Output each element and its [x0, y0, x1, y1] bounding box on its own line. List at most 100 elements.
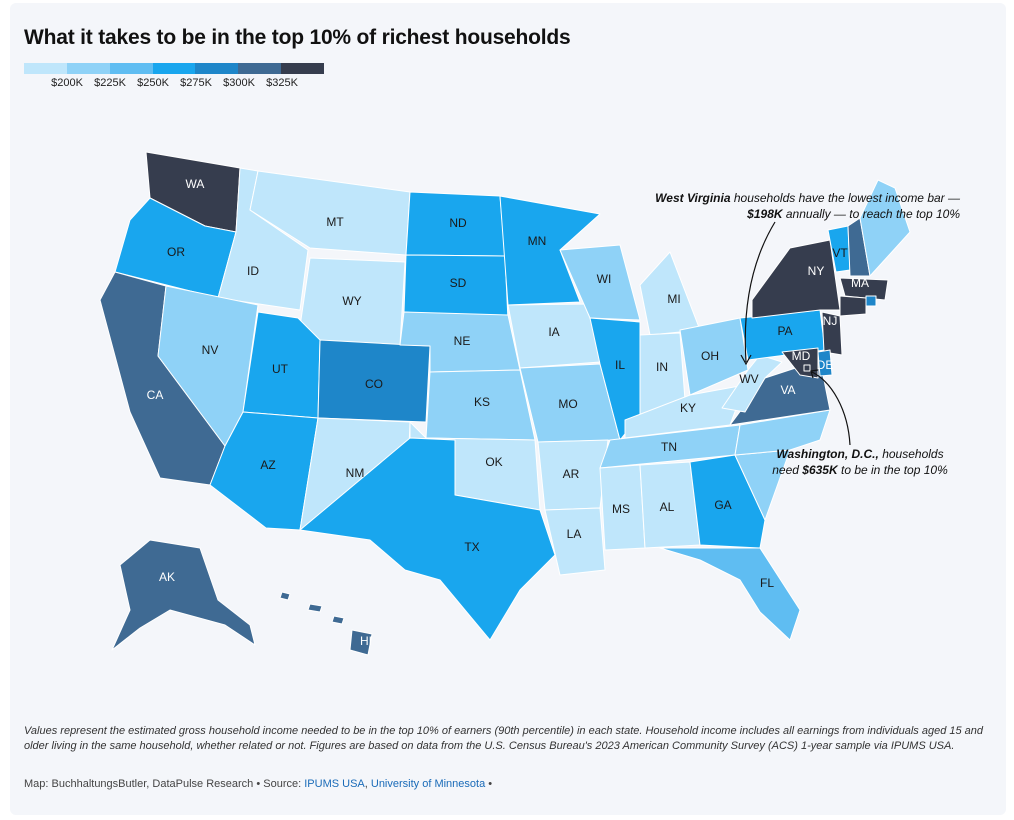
label-HI: HI	[360, 634, 372, 648]
state-DC[interactable]	[803, 364, 811, 372]
legend-tick-label: $250K	[137, 77, 169, 89]
state-NJ[interactable]	[821, 311, 843, 356]
label-MI: MI	[667, 292, 680, 306]
dc-annotation: Washington, D.C., households need $635K …	[762, 446, 958, 478]
legend-swatch-1	[66, 63, 110, 74]
methodology-note: Values represent the estimated gross hou…	[24, 725, 984, 752]
label-MN: MN	[528, 234, 547, 248]
label-ND: ND	[449, 216, 467, 230]
source-suffix: •	[485, 778, 493, 790]
label-CO: CO	[365, 377, 383, 391]
label-FL: FL	[760, 576, 774, 590]
dc-bold-name: Washington, D.C.,	[776, 447, 879, 461]
source-line: Map: BuchhaltungsButler, DataPulse Resea…	[24, 778, 492, 790]
label-TX: TX	[464, 540, 479, 554]
state-RI[interactable]	[865, 295, 877, 307]
wv-text-2: annually — to reach the top 10%	[782, 207, 960, 221]
label-AK: AK	[159, 570, 175, 584]
legend-tick-label: $275K	[180, 77, 212, 89]
label-VA: VA	[780, 383, 795, 397]
label-NJ: NJ	[823, 314, 838, 328]
label-IA: IA	[548, 325, 559, 339]
label-WI: WI	[597, 272, 612, 286]
state-MA[interactable]	[839, 277, 889, 301]
legend-tick-label: $325K	[266, 77, 298, 89]
label-WV: WV	[739, 372, 758, 386]
label-MS: MS	[612, 502, 630, 516]
label-WY: WY	[342, 294, 361, 308]
wv-bold-state: West Virginia	[655, 191, 731, 205]
label-SD: SD	[450, 276, 467, 290]
state-AK[interactable]	[111, 539, 256, 651]
dc-text-2: to be in the top 10%	[837, 463, 948, 477]
label-AL: AL	[660, 500, 675, 514]
wv-text-1: households have the lowest income bar —	[730, 191, 960, 205]
label-KS: KS	[474, 395, 490, 409]
label-GA: GA	[714, 498, 731, 512]
state-MT[interactable]	[249, 170, 411, 256]
label-MD: MD	[792, 349, 811, 363]
dc-callout-line	[811, 371, 851, 446]
state-CO[interactable]	[317, 339, 431, 423]
source-link-umn[interactable]: University of Minnesota	[370, 778, 486, 790]
dc-callout-arrowhead	[810, 369, 819, 379]
label-IL: IL	[615, 358, 625, 372]
legend-swatch-6	[281, 63, 325, 74]
label-AZ: AZ	[260, 458, 275, 472]
label-KY: KY	[680, 401, 696, 415]
label-NE: NE	[454, 334, 471, 348]
legend-ticks: $200K $225K $250K $275K $300K $325K	[24, 74, 324, 90]
label-IN: IN	[656, 360, 668, 374]
dc-text-1: households need	[772, 447, 944, 477]
label-OK: OK	[485, 455, 502, 469]
state-NY[interactable]	[751, 239, 841, 319]
state-LA[interactable]	[544, 507, 606, 576]
legend-tick-label: $225K	[94, 77, 126, 89]
legend-swatch-0	[24, 63, 67, 74]
source-prefix: Map: BuchhaltungsButler, DataPulse Resea…	[24, 778, 305, 790]
state-HI[interactable]	[279, 591, 373, 656]
wv-bold-amount: $198K	[747, 207, 783, 221]
label-NM: NM	[346, 466, 365, 480]
legend-swatch-5	[238, 63, 282, 74]
wv-callout-arrowhead	[740, 354, 752, 366]
legend-tick-label: $200K	[51, 77, 83, 89]
legend-swatch-4	[195, 63, 239, 74]
label-OR: OR	[167, 245, 185, 259]
label-MT: MT	[326, 215, 344, 229]
wv-callout-line	[744, 221, 776, 363]
state-FL[interactable]	[659, 547, 801, 641]
label-DE: DE	[817, 358, 834, 372]
label-WA: WA	[186, 177, 205, 191]
map-title: What it takes to be in the top 10% of ri…	[24, 26, 571, 49]
label-PA: PA	[777, 324, 792, 338]
state-TX[interactable]	[299, 437, 556, 641]
color-legend: $200K $225K $250K $275K $300K $325K	[24, 63, 325, 93]
state-GA[interactable]	[689, 454, 766, 549]
legend-swatch-3	[152, 63, 196, 74]
legend-swatch-2	[109, 63, 153, 74]
state-CT[interactable]	[839, 295, 867, 317]
state-WV[interactable]	[721, 354, 783, 413]
label-OH: OH	[701, 349, 719, 363]
label-LA: LA	[567, 527, 582, 541]
state-MN[interactable]	[499, 195, 601, 306]
source-link-ipums[interactable]: IPUMS USA	[304, 778, 365, 790]
label-NV: NV	[202, 343, 219, 357]
label-NY: NY	[808, 264, 825, 278]
source-sep: ,	[364, 778, 371, 790]
west-virginia-annotation: West Virginia households have the lowest…	[600, 190, 960, 222]
label-UT: UT	[272, 362, 289, 376]
state-ME[interactable]	[859, 179, 911, 277]
label-VT: VT	[832, 246, 848, 260]
state-DE[interactable]	[817, 349, 833, 377]
legend-tick-label: $300K	[223, 77, 255, 89]
label-AR: AR	[563, 467, 580, 481]
label-CA: CA	[147, 388, 164, 402]
label-MA: MA	[851, 276, 869, 290]
legend-swatches	[24, 63, 325, 74]
label-ID: ID	[247, 264, 259, 278]
label-MO: MO	[558, 397, 577, 411]
state-WI[interactable]	[559, 244, 641, 321]
